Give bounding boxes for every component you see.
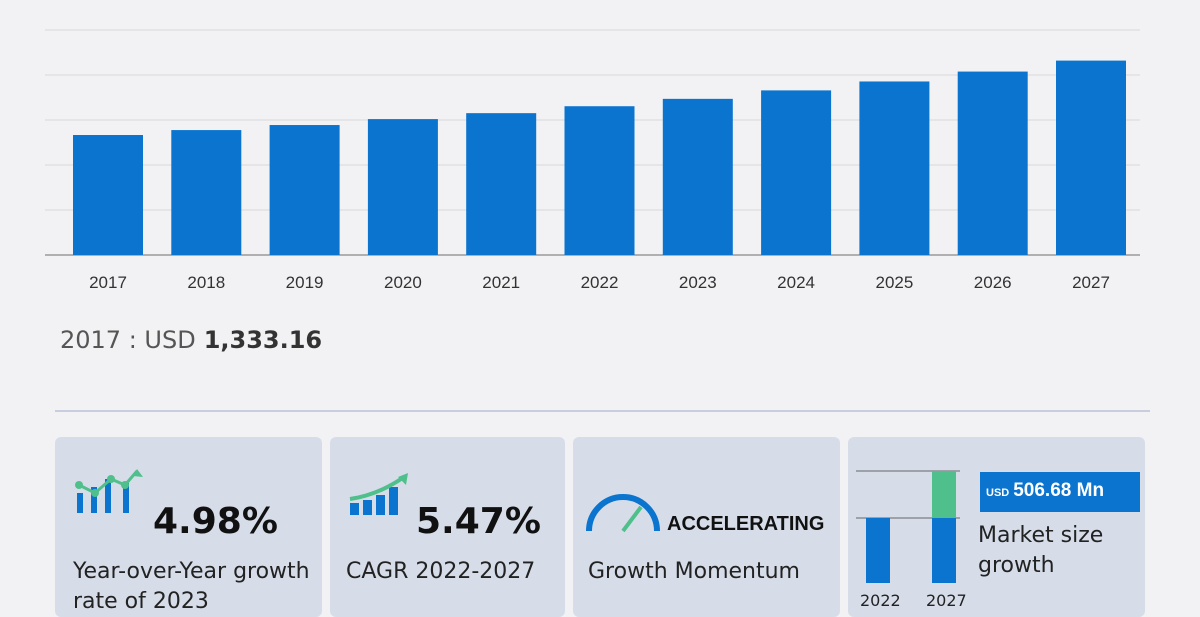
bar-2023	[662, 98, 733, 255]
x-tick-label: 2018	[187, 273, 225, 292]
bar-2017	[73, 135, 143, 255]
momentum-label: Growth Momentum	[588, 559, 800, 584]
year-start: 2022	[860, 591, 901, 610]
speedometer-icon	[586, 494, 660, 533]
cagr-label: CAGR 2022-2027	[346, 559, 536, 584]
cagr-value: 5.47%	[416, 501, 541, 542]
momentum-value: ACCELERATING	[667, 513, 825, 535]
momentum-card: ACCELERATING Growth Momentum	[573, 437, 840, 617]
yoy-label: Year-over-Year growth rate of 2023	[73, 559, 310, 614]
cagr-card: 5.47% CAGR 2022-2027	[330, 437, 565, 617]
bar-2025	[859, 81, 930, 255]
selected-value: 2017 : USD 1,333.16	[60, 326, 323, 354]
x-tick-label: 2023	[679, 273, 717, 292]
x-tick-label: 2022	[581, 273, 619, 292]
x-tick-label: 2027	[1072, 273, 1110, 292]
market-size-badge: USD 506.68 Mn	[980, 472, 1140, 512]
x-tick-label: 2019	[286, 273, 324, 292]
bar-2022	[564, 106, 635, 255]
bar-2027	[1056, 60, 1126, 255]
bar-2024	[761, 90, 832, 255]
market-size-card: 2022 2027 USD 506.68 Mn Market size growt…	[848, 437, 1145, 617]
growth-arrow-icon	[349, 473, 408, 515]
bar-2019	[269, 125, 340, 255]
bar-2018	[171, 130, 242, 255]
bar-chart: 2017 2018 2019 2020 2021 2022 2023 2024 2025 2026…	[45, 29, 1140, 292]
x-tick-label: 2021	[482, 273, 520, 292]
stacked-bar-icon	[856, 470, 960, 583]
bar-2020	[367, 119, 438, 255]
x-tick-label: 2026	[974, 273, 1012, 292]
divider	[55, 410, 1150, 412]
bar-2026	[957, 71, 1028, 255]
x-tick-label: 2024	[777, 273, 815, 292]
bar-2021	[466, 113, 537, 255]
x-tick-label: 2025	[875, 273, 913, 292]
market-size-label: Market size growth	[978, 523, 1104, 578]
year-end: 2027	[926, 591, 967, 610]
yoy-value: 4.98%	[153, 501, 278, 542]
bar-trend-icon	[75, 469, 143, 513]
x-tick-label: 2020	[384, 273, 422, 292]
yoy-card: 4.98% Year-over-Year growth rate of 2023	[55, 437, 322, 617]
x-tick-label: 2017	[89, 273, 127, 292]
